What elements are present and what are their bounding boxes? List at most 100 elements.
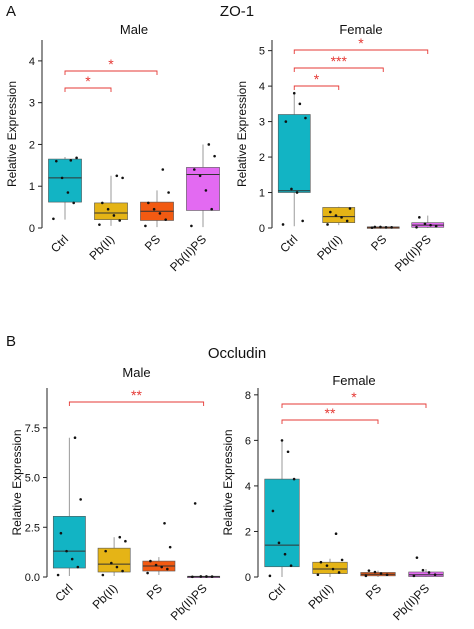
y-axis-label: Relative Expression bbox=[221, 429, 235, 535]
data-point bbox=[161, 168, 165, 171]
significance-bracket bbox=[68, 401, 205, 406]
data-point bbox=[193, 168, 196, 171]
data-point bbox=[104, 549, 107, 553]
significance-bracket bbox=[293, 85, 340, 90]
data-point bbox=[207, 143, 211, 146]
y-tick-label: 2 bbox=[29, 139, 35, 151]
data-point bbox=[298, 102, 302, 106]
x-tick-label: Pb(II)PS bbox=[167, 232, 209, 274]
data-point bbox=[65, 549, 68, 553]
data-point bbox=[379, 572, 383, 575]
data-point bbox=[329, 210, 332, 214]
y-tick-label: 4 bbox=[259, 81, 265, 93]
y-axis-label: Relative Expression bbox=[235, 81, 249, 187]
panel-a-title: ZO-1 bbox=[220, 3, 254, 20]
y-tick-label: 1 bbox=[259, 188, 265, 200]
x-tick-label: Ctrl bbox=[277, 232, 300, 255]
data-point bbox=[331, 567, 335, 571]
y-tick-label: 2.5 bbox=[25, 522, 40, 534]
x-tick-label: Ctrl bbox=[265, 581, 288, 604]
data-point bbox=[337, 571, 341, 574]
data-point bbox=[160, 565, 163, 569]
x-tick-label: Pb(II) bbox=[90, 581, 121, 612]
panel-a-letter: A bbox=[6, 3, 16, 20]
data-point bbox=[115, 174, 119, 178]
significance-label: * bbox=[351, 389, 357, 405]
y-tick-label: 2 bbox=[259, 152, 265, 164]
data-point bbox=[110, 561, 113, 565]
data-point bbox=[198, 174, 202, 178]
data-point bbox=[286, 450, 290, 454]
y-tick-label: 0 bbox=[259, 223, 265, 235]
data-point bbox=[292, 477, 296, 481]
significance-bracket bbox=[64, 87, 112, 92]
data-point bbox=[167, 191, 170, 194]
x-tick-label: Pb(II) bbox=[305, 581, 336, 612]
panel-b-title: Occludin bbox=[208, 345, 266, 362]
data-point bbox=[316, 573, 320, 577]
data-point bbox=[73, 436, 77, 440]
box-ctrl bbox=[264, 478, 300, 568]
data-point bbox=[379, 225, 382, 229]
data-point bbox=[423, 222, 427, 226]
data-point bbox=[149, 559, 152, 563]
chart-title: Male bbox=[120, 22, 148, 37]
data-point bbox=[121, 569, 124, 573]
data-point bbox=[373, 570, 377, 574]
data-point bbox=[152, 207, 156, 211]
data-point bbox=[98, 223, 101, 226]
significance-label: * bbox=[358, 35, 364, 51]
data-point bbox=[283, 552, 287, 556]
y-tick-label: 0.0 bbox=[25, 572, 40, 584]
data-point bbox=[415, 225, 418, 229]
data-point bbox=[75, 156, 78, 160]
data-point bbox=[325, 564, 329, 567]
data-point bbox=[112, 214, 116, 217]
data-point bbox=[205, 575, 208, 578]
x-tick-label: PS bbox=[363, 581, 384, 602]
data-point bbox=[199, 575, 203, 578]
data-point bbox=[271, 509, 275, 513]
data-point bbox=[434, 224, 438, 228]
data-point bbox=[213, 154, 216, 158]
data-point bbox=[384, 225, 388, 229]
x-tick-label: PS bbox=[368, 232, 389, 253]
data-point bbox=[289, 564, 293, 567]
data-point bbox=[76, 565, 80, 569]
data-point bbox=[59, 531, 63, 535]
data-point bbox=[60, 176, 64, 180]
box-pb-ii- bbox=[97, 547, 131, 573]
data-point bbox=[121, 176, 124, 180]
data-point bbox=[168, 545, 172, 549]
data-point bbox=[340, 558, 344, 562]
data-point bbox=[115, 565, 119, 569]
data-point bbox=[118, 219, 121, 222]
significance-label: ** bbox=[325, 405, 336, 421]
x-tick-label: Pb(II) bbox=[86, 232, 117, 263]
data-point bbox=[429, 223, 432, 227]
chart-panel: Female 0 2 4 6 8 Relative Expression Ctrl Pb(II)… bbox=[221, 373, 444, 623]
data-point bbox=[79, 498, 82, 501]
data-point bbox=[415, 556, 419, 559]
y-tick-label: 4 bbox=[245, 481, 251, 493]
x-tick-label: Pb(II)PS bbox=[168, 581, 210, 623]
y-tick-label: 7.5 bbox=[25, 423, 40, 435]
y-tick-label: 3 bbox=[29, 98, 35, 110]
data-point bbox=[427, 571, 431, 574]
data-point bbox=[340, 216, 343, 219]
data-point bbox=[370, 226, 374, 229]
data-point bbox=[106, 207, 110, 211]
x-tick-label: Pb(II)PS bbox=[392, 232, 434, 274]
x-tick-label: Ctrl bbox=[52, 581, 75, 604]
significance-bracket bbox=[293, 49, 429, 54]
significance-bracket bbox=[64, 70, 158, 75]
data-point bbox=[367, 569, 371, 572]
data-point bbox=[421, 568, 425, 572]
chart-title: Female bbox=[332, 373, 375, 388]
data-point bbox=[118, 535, 122, 539]
data-point bbox=[204, 189, 208, 192]
box-pb-ii- bbox=[312, 561, 348, 574]
data-point bbox=[101, 201, 104, 205]
y-tick-label: 3 bbox=[259, 117, 265, 129]
